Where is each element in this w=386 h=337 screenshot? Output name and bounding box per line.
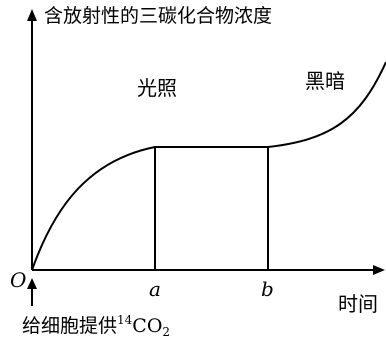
supply-arrow-head	[27, 278, 37, 289]
tick-a-label: a	[149, 277, 161, 301]
light-label: 光照	[137, 76, 177, 100]
tick-b-label: b	[261, 277, 274, 301]
x-axis-label: 时间	[338, 292, 378, 316]
origin-label: O	[10, 268, 26, 292]
supply-annotation: 给细胞提供14CO2	[22, 313, 170, 337]
concentration-curve	[31, 61, 386, 271]
isotope-mass: 14	[117, 313, 133, 327]
y-axis-arrow	[27, 9, 37, 21]
x-axis-arrow	[373, 265, 385, 275]
compound-main: CO	[132, 315, 162, 337]
supply-prefix: 给细胞提供	[22, 315, 117, 337]
compound-sub: 2	[162, 325, 170, 337]
dark-label: 黑暗	[305, 69, 345, 93]
y-axis-label: 含放射性的三碳化合物浓度	[44, 5, 272, 27]
